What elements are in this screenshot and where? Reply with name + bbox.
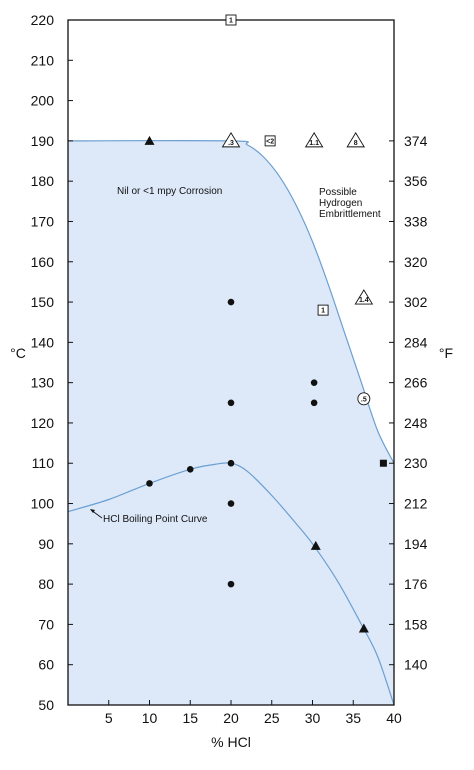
y-tick-label-right: 266	[404, 375, 428, 391]
low-corrosion-region	[68, 140, 394, 706]
y-tick-label-left: 60	[38, 657, 54, 673]
y-tick-label-right: 284	[404, 334, 428, 350]
y-tick-label-right: 356	[404, 173, 428, 189]
y-tick-label-left: 160	[31, 254, 55, 270]
y-tick-label-right: 212	[404, 496, 428, 512]
y-tick-label-left: 220	[31, 12, 55, 28]
hydrogen-label-line1: Possible	[319, 187, 357, 198]
y-tick-label-right: 374	[404, 133, 428, 149]
boiling-curve-label: HCl Boiling Point Curve	[103, 514, 208, 525]
y-tick-label-left: 170	[31, 213, 55, 229]
data-point-square	[379, 459, 387, 467]
y-tick-label-left: 110	[32, 455, 55, 471]
y-tick-label-right: 176	[404, 576, 428, 592]
hydrogen-label-line3: Embrittlement	[319, 209, 381, 220]
y-axis-celsius: 50 60 70 80 90 100 110 120 130 140 150 160 170 180 190…	[31, 12, 73, 713]
data-point-dot	[227, 298, 235, 306]
data-point-open-square	[317, 304, 329, 316]
y-tick-label-left: 180	[31, 173, 55, 189]
y-tick-label-left: 50	[38, 697, 54, 713]
y-axis-title-right: °F	[439, 345, 453, 361]
y-tick-label-left: 90	[38, 536, 54, 552]
data-point-label: 1	[229, 18, 233, 25]
data-point-dot	[310, 379, 318, 386]
x-tick-label: 5	[105, 710, 113, 726]
y-tick-label-left: 140	[31, 334, 55, 350]
y-axis-title-left: °C	[10, 345, 26, 361]
data-point-open-circle	[357, 392, 371, 406]
data-point-dot	[227, 580, 235, 588]
y-tick-label-left: 150	[31, 294, 55, 310]
data-point-triangle	[144, 135, 155, 145]
y-tick-label-left: 120	[31, 415, 55, 431]
data-point-dot	[227, 500, 235, 507]
x-tick-label: 20	[223, 710, 239, 726]
data-point-label: 1	[321, 308, 325, 315]
y-tick-label-left: 200	[31, 93, 55, 109]
data-point-open-triangle	[304, 132, 324, 148]
data-point-dot	[186, 465, 194, 473]
x-tick-label: 35	[345, 710, 361, 726]
y-tick-label-right: 194	[404, 536, 428, 552]
boiling-point-curve	[67, 462, 395, 706]
data-point-open-triangle	[221, 132, 241, 148]
data-point-triangle	[310, 540, 321, 550]
y-tick-label-left: 130	[31, 375, 55, 391]
data-point-label: 1.1	[309, 140, 319, 147]
data-point-label: 8	[354, 140, 358, 147]
data-points: .3 1.1 8 1.4 1 <2 1 .5	[144, 14, 387, 633]
y-tick-label-left: 80	[38, 576, 54, 592]
data-point-label: 1.4	[359, 297, 369, 304]
data-point-open-triangle	[354, 289, 374, 305]
x-tick-label: 10	[142, 710, 158, 726]
data-point-label: .3	[228, 140, 234, 147]
data-point-dot	[146, 480, 153, 487]
hydrogen-label-line2: Hydrogen	[319, 198, 362, 209]
x-tick-label: 30	[305, 710, 321, 726]
y-tick-label-left: 70	[38, 616, 54, 632]
x-tick-label: 40	[386, 710, 402, 726]
data-point-label: <2	[266, 138, 274, 145]
x-axis: 5 10 15 20 25 30 35 40	[105, 700, 402, 726]
y-tick-label-right: 338	[404, 213, 428, 229]
y-tick-label-right: 158	[404, 616, 428, 632]
region-label: Nil or <1 mpy Corrosion	[117, 186, 222, 197]
data-point-open-triangle	[346, 132, 365, 148]
y-tick-label-left: 100	[31, 496, 55, 512]
y-tick-label-left: 210	[31, 52, 55, 68]
x-tick-label: 25	[264, 710, 280, 726]
data-point-dot	[227, 399, 235, 407]
x-tick-label: 15	[182, 710, 198, 726]
y-tick-label-right: 248	[404, 415, 428, 431]
x-axis-title: % HCl	[211, 734, 251, 750]
y-tick-label-left: 190	[31, 133, 55, 149]
iso-corrosion-curve	[67, 139, 395, 464]
data-point-dot	[310, 399, 318, 407]
y-axis-fahrenheit: 140 158 176 194 212 230 248 266 284 302 320 338 356 3…	[389, 133, 428, 673]
data-point-open-square	[225, 14, 237, 26]
data-point-triangle	[358, 623, 369, 633]
y-tick-label-right: 230	[404, 455, 428, 471]
data-point-dot	[227, 459, 235, 467]
y-tick-label-right: 140	[404, 657, 428, 673]
data-point-label: .5	[361, 396, 367, 403]
boiling-curve-label-arrowhead	[90, 509, 95, 513]
y-tick-label-right: 320	[404, 254, 428, 270]
data-point-open-square	[264, 135, 276, 147]
y-tick-label-right: 302	[404, 294, 428, 310]
